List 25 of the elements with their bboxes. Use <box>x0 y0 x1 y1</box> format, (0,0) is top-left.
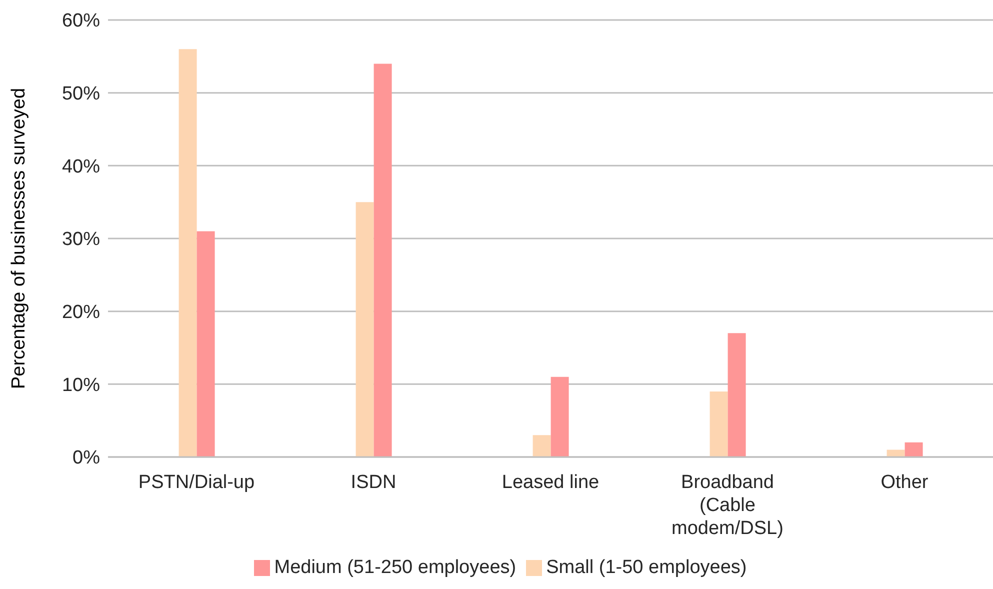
bar <box>904 442 923 457</box>
x-tick-label: ISDN <box>350 472 396 493</box>
bar <box>710 391 728 457</box>
y-tick-label: 60% <box>62 10 100 32</box>
y-tick-label: 50% <box>62 84 100 105</box>
y-tick-label: 10% <box>62 374 100 396</box>
bar <box>550 376 569 457</box>
bar <box>374 64 392 457</box>
legend-label: Medium (51-250 employees) <box>274 557 516 578</box>
y-tick-label: 0% <box>72 448 100 469</box>
bar <box>728 333 746 457</box>
x-tick-label: Leased line <box>502 472 600 493</box>
y-axis-title: Percentage of businesses surveyed <box>8 88 30 390</box>
bar <box>178 49 197 457</box>
y-tick-label: 30% <box>62 229 100 250</box>
bar <box>196 231 215 457</box>
legend-label: Small (1-50 employees) <box>546 557 747 578</box>
y-tick-label: 40% <box>62 156 100 178</box>
x-tick-label: PSTN/Dial-up <box>138 472 255 493</box>
x-tick-label: Other <box>880 472 929 493</box>
bar <box>886 450 905 457</box>
x-tick-label: Broadband (Cable modem/DSL) <box>672 472 784 539</box>
bar <box>356 202 374 457</box>
y-tick-label: 20% <box>62 302 100 324</box>
bar <box>532 435 551 457</box>
